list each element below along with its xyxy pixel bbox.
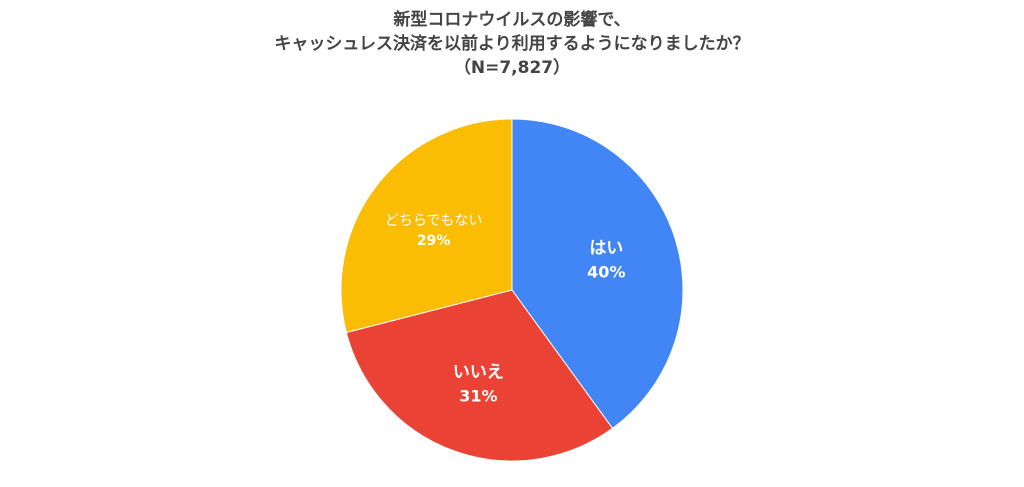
pie-slice-label-2: いいえ <box>453 362 504 382</box>
pie-slice-value-1: 40% <box>587 262 625 281</box>
chart-title-line-2: キャッシュレス決済を以前より利用するようになりましたか？ <box>274 34 750 54</box>
chart-title-line-1: 新型コロナウイルスの影響で、 <box>393 10 631 30</box>
pie-slice-2 <box>345 289 614 462</box>
pie-slice-value-3: 29% <box>417 233 451 249</box>
pie-slice-label-1: はい <box>589 238 623 258</box>
pie-slice-3 <box>340 118 513 334</box>
chart-title: 新型コロナウイルスの影響で、 キャッシュレス決済を以前より利用するようになりまし… <box>0 8 1024 80</box>
pie-slices <box>340 118 684 462</box>
pie-slice-label-3: どちらでもない <box>385 213 483 229</box>
pie-slice-1 <box>511 118 684 430</box>
chart-subtitle-sample-size: （N=7,827） <box>453 58 571 78</box>
pie-slice-value-2: 31% <box>459 386 497 405</box>
pie-labels: はい 40% いいえ 31% どちらでもない 29% <box>385 213 626 405</box>
